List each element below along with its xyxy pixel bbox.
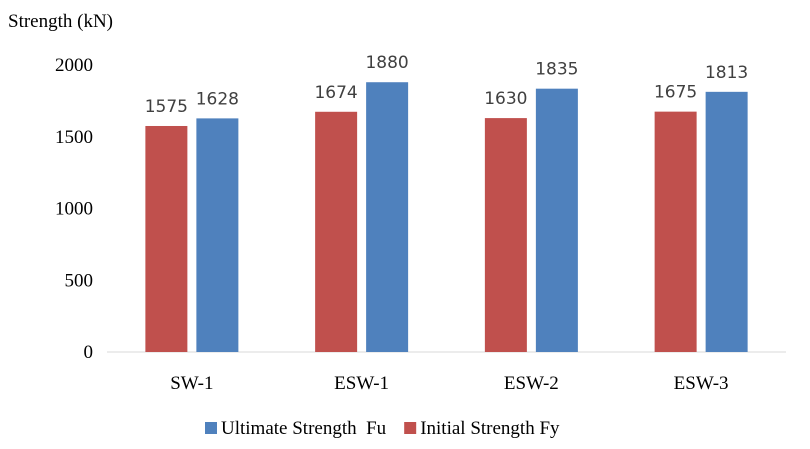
bar-sw-1-series-0 xyxy=(145,125,188,352)
data-label-esw-1-series-1: 1880 xyxy=(365,53,408,73)
bar-esw-2-series-1 xyxy=(535,88,578,353)
data-label-esw-3-series-1: 1813 xyxy=(705,63,748,83)
x-tick-label-3: ESW-3 xyxy=(674,373,729,394)
y-tick-label-1: 500 xyxy=(65,270,94,291)
data-labels-group: 1575 1628 1674 1880 1630 1835 1675 1813 xyxy=(145,53,749,117)
data-label-esw-1-series-0: 1674 xyxy=(314,83,357,103)
legend: Ultimate Strength Fu Initial Strength Fy xyxy=(205,418,560,439)
legend-label-0: Ultimate Strength Fu xyxy=(221,418,387,439)
data-label-sw-1-series-1: 1628 xyxy=(196,89,239,109)
data-label-esw-3-series-0: 1675 xyxy=(654,83,697,103)
bar-esw-3-series-0 xyxy=(654,111,697,352)
bar-esw-1-series-0 xyxy=(315,111,358,352)
x-tick-label-0: SW-1 xyxy=(170,373,213,394)
legend-swatch-1 xyxy=(404,422,417,434)
y-tick-label-4: 2000 xyxy=(55,55,93,76)
data-label-sw-1-series-0: 1575 xyxy=(145,97,188,117)
y-tick-label-0: 0 xyxy=(84,342,94,363)
data-label-esw-2-series-1: 1835 xyxy=(535,60,578,80)
y-axis-title: Strength (kN) xyxy=(8,11,113,32)
y-axis-ticks: 0 500 1000 1500 2000 xyxy=(55,55,93,363)
bar-esw-2-series-0 xyxy=(484,118,527,352)
bars-group xyxy=(145,82,748,353)
bar-esw-3-series-1 xyxy=(705,91,748,352)
x-axis-tick-labels: SW-1 ESW-1 ESW-2 ESW-3 xyxy=(170,373,728,394)
legend-label-1: Initial Strength Fy xyxy=(420,418,560,439)
data-label-esw-2-series-0: 1630 xyxy=(484,89,527,109)
y-tick-label-2: 1000 xyxy=(55,199,93,220)
x-tick-label-2: ESW-2 xyxy=(504,373,559,394)
bar-esw-1-series-1 xyxy=(366,82,409,352)
legend-swatch-0 xyxy=(205,422,217,434)
bar-sw-1-series-1 xyxy=(196,118,239,352)
x-tick-label-1: ESW-1 xyxy=(334,373,389,394)
y-tick-label-3: 1500 xyxy=(55,127,93,148)
